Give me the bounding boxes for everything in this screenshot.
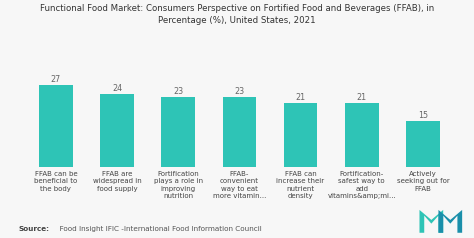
Text: Functional Food Market: Consumers Perspective on Fortified Food and Beverages (F: Functional Food Market: Consumers Perspe… bbox=[40, 4, 434, 25]
Text: 23: 23 bbox=[234, 87, 245, 96]
Text: 27: 27 bbox=[51, 75, 61, 84]
Bar bbox=[100, 94, 134, 167]
Bar bbox=[39, 85, 73, 167]
Text: 21: 21 bbox=[295, 93, 306, 102]
Text: 24: 24 bbox=[112, 84, 122, 93]
Bar bbox=[161, 97, 195, 167]
Bar bbox=[345, 103, 379, 167]
Text: Food Insight IFIC -International Food Information Council: Food Insight IFIC -International Food In… bbox=[55, 226, 261, 232]
Polygon shape bbox=[438, 210, 462, 233]
Polygon shape bbox=[419, 210, 443, 233]
Text: 21: 21 bbox=[356, 93, 367, 102]
Text: 23: 23 bbox=[173, 87, 183, 96]
Bar bbox=[406, 121, 440, 167]
Bar bbox=[284, 103, 318, 167]
Text: Source:: Source: bbox=[19, 226, 50, 232]
Bar bbox=[223, 97, 256, 167]
Text: 15: 15 bbox=[418, 111, 428, 120]
